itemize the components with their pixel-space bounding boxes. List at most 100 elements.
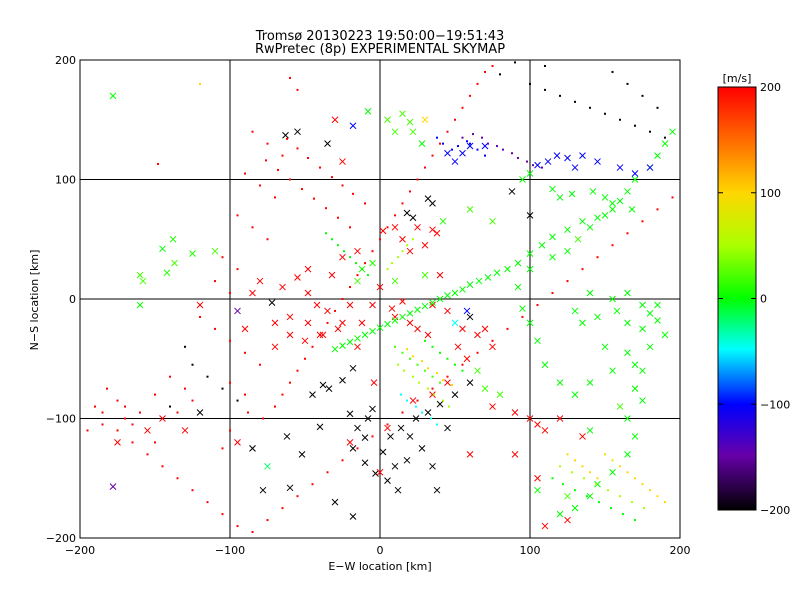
cross-stroke xyxy=(466,281,474,289)
data-point-dot xyxy=(386,226,389,229)
cross-stroke xyxy=(496,391,504,398)
data-point-dot xyxy=(311,483,314,486)
cross-stroke xyxy=(594,480,601,488)
data-point-dot xyxy=(641,220,644,223)
data-point-cross xyxy=(544,158,552,165)
data-point-dot xyxy=(337,216,339,219)
data-point-dot xyxy=(502,148,504,151)
cross-stroke xyxy=(249,289,256,297)
cross-stroke xyxy=(571,504,579,512)
cross-stroke xyxy=(609,367,616,375)
data-point-cross xyxy=(661,331,669,339)
data-point-dot xyxy=(476,148,479,151)
cross-stroke xyxy=(109,483,117,490)
data-point-dot xyxy=(469,94,471,97)
data-point-dot xyxy=(424,369,426,372)
data-point-dot xyxy=(334,309,336,312)
data-point-dot xyxy=(361,268,363,271)
axis-ticks: −200 −100 0 100 200 −200 −100 0 100 200 xyxy=(46,54,691,557)
cross-stroke xyxy=(429,391,436,398)
data-point-cross xyxy=(409,214,417,222)
cross-stroke xyxy=(409,397,417,404)
data-point-dot xyxy=(364,202,366,205)
data-point-cross xyxy=(406,433,414,440)
data-point-cross xyxy=(454,343,462,351)
cross-stroke xyxy=(406,118,414,126)
cross-stroke xyxy=(631,361,639,369)
data-point-cross xyxy=(534,486,541,494)
cross-stroke xyxy=(609,200,616,207)
data-point-dot xyxy=(448,405,450,408)
data-point-cross xyxy=(624,415,631,422)
data-point-dot xyxy=(176,411,179,414)
cross-stroke xyxy=(526,265,534,273)
cross-stroke xyxy=(481,325,489,333)
cross-stroke xyxy=(556,194,564,201)
cross-stroke xyxy=(159,415,166,422)
data-point-dot xyxy=(229,339,231,342)
cross-stroke xyxy=(564,226,571,234)
data-point-dot xyxy=(286,137,288,140)
data-point-dot xyxy=(586,495,588,498)
data-point-cross xyxy=(403,456,411,464)
cross-stroke xyxy=(286,313,294,321)
data-point-dot xyxy=(259,184,261,187)
data-point-dot xyxy=(469,142,471,145)
data-point-cross xyxy=(616,403,624,410)
data-point-cross xyxy=(349,513,357,520)
data-point-cross xyxy=(474,331,481,339)
cross-stroke xyxy=(391,462,399,470)
data-point-cross xyxy=(444,379,451,387)
data-point-cross xyxy=(196,409,204,416)
data-point-dot xyxy=(436,423,438,426)
data-point-dot xyxy=(199,82,201,85)
data-point-cross xyxy=(564,516,571,524)
data-point-cross xyxy=(256,277,264,285)
cross-stroke xyxy=(444,292,451,299)
data-point-cross xyxy=(406,247,414,255)
data-point-cross xyxy=(579,433,586,440)
data-point-cross xyxy=(429,299,436,306)
data-point-cross xyxy=(354,424,361,432)
data-point-dot xyxy=(356,447,359,450)
data-point-dot xyxy=(574,459,576,462)
data-point-dot xyxy=(451,384,453,387)
data-point-dot xyxy=(349,286,351,289)
data-point-cross xyxy=(414,306,421,314)
data-point-cross xyxy=(304,265,312,273)
cross-stroke xyxy=(466,450,474,458)
data-point-dot xyxy=(416,399,419,402)
data-point-dot xyxy=(656,495,659,498)
cross-stroke xyxy=(459,149,466,157)
data-point-dot xyxy=(401,411,404,414)
data-point-dot xyxy=(526,160,528,163)
data-point-dot xyxy=(379,238,381,241)
data-point-cross xyxy=(451,391,459,398)
cross-stroke xyxy=(379,227,387,235)
cross-stroke xyxy=(384,424,391,432)
data-point-cross xyxy=(361,434,369,441)
data-point-cross xyxy=(211,247,219,255)
data-point-cross xyxy=(136,301,144,309)
cross-stroke xyxy=(429,301,436,309)
data-point-dot xyxy=(499,73,501,76)
cross-stroke xyxy=(624,415,631,422)
cross-stroke xyxy=(279,283,286,291)
data-point-cross xyxy=(639,397,646,404)
cross-stroke xyxy=(556,379,564,387)
data-point-cross xyxy=(286,484,294,492)
cross-stroke xyxy=(579,319,586,327)
data-point-dot xyxy=(626,471,629,474)
colorbar-tick-label: −200 xyxy=(760,504,790,517)
data-point-dot xyxy=(326,321,329,324)
cross-stroke xyxy=(414,223,421,231)
data-point-dot xyxy=(169,405,171,408)
data-point-dot xyxy=(244,393,246,396)
data-point-cross xyxy=(387,433,394,440)
data-point-cross xyxy=(346,439,354,446)
data-point-cross xyxy=(631,385,639,392)
data-point-cross xyxy=(421,116,429,124)
data-point-dot xyxy=(296,88,299,91)
cross-stroke xyxy=(301,337,309,345)
